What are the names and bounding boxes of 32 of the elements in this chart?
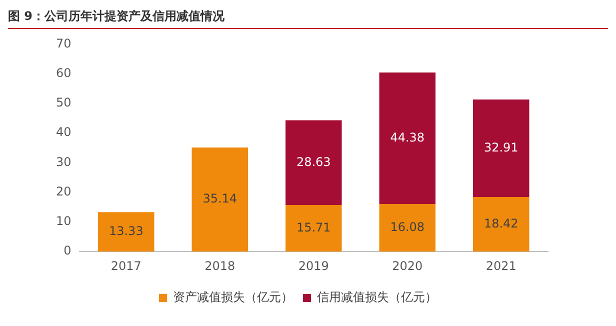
y-tick-label: 0 [64, 244, 72, 258]
data-label: 44.38 [390, 130, 425, 144]
x-tick-label: 2019 [298, 258, 329, 273]
y-tick-label: 30 [56, 154, 72, 169]
x-tick-label: 2021 [486, 258, 516, 273]
bar [473, 197, 530, 252]
y-tick-label: 10 [56, 214, 72, 228]
bar [192, 147, 248, 252]
y-tick-label: 60 [56, 66, 72, 80]
y-tick-label: 70 [56, 36, 72, 50]
bar [379, 204, 436, 252]
bar [286, 120, 342, 206]
y-tick-label: 50 [56, 96, 72, 110]
data-label: 32.91 [484, 140, 518, 154]
data-label: 16.08 [390, 220, 425, 234]
data-label: 35.14 [202, 192, 238, 206]
x-tick-label: 2017 [110, 258, 142, 273]
y-tick-label: 40 [56, 125, 72, 140]
bar [379, 72, 436, 204]
chart-title: 图 9：公司历年计提资产及信用减值情况 [8, 8, 608, 29]
x-tick-label: 2018 [204, 258, 236, 273]
data-label: 15.71 [296, 220, 331, 234]
legend-label: 资产减值损失（亿元） [173, 290, 293, 304]
bar [98, 212, 154, 252]
data-label: 28.63 [296, 154, 331, 169]
bar [286, 205, 342, 252]
legend-label: 信用减值损失（亿元） [317, 290, 437, 304]
data-label: 18.42 [484, 216, 518, 230]
x-tick-label: 2020 [392, 258, 423, 273]
bar [473, 100, 530, 198]
data-label: 13.33 [108, 224, 144, 238]
y-tick-label: 20 [56, 184, 72, 198]
